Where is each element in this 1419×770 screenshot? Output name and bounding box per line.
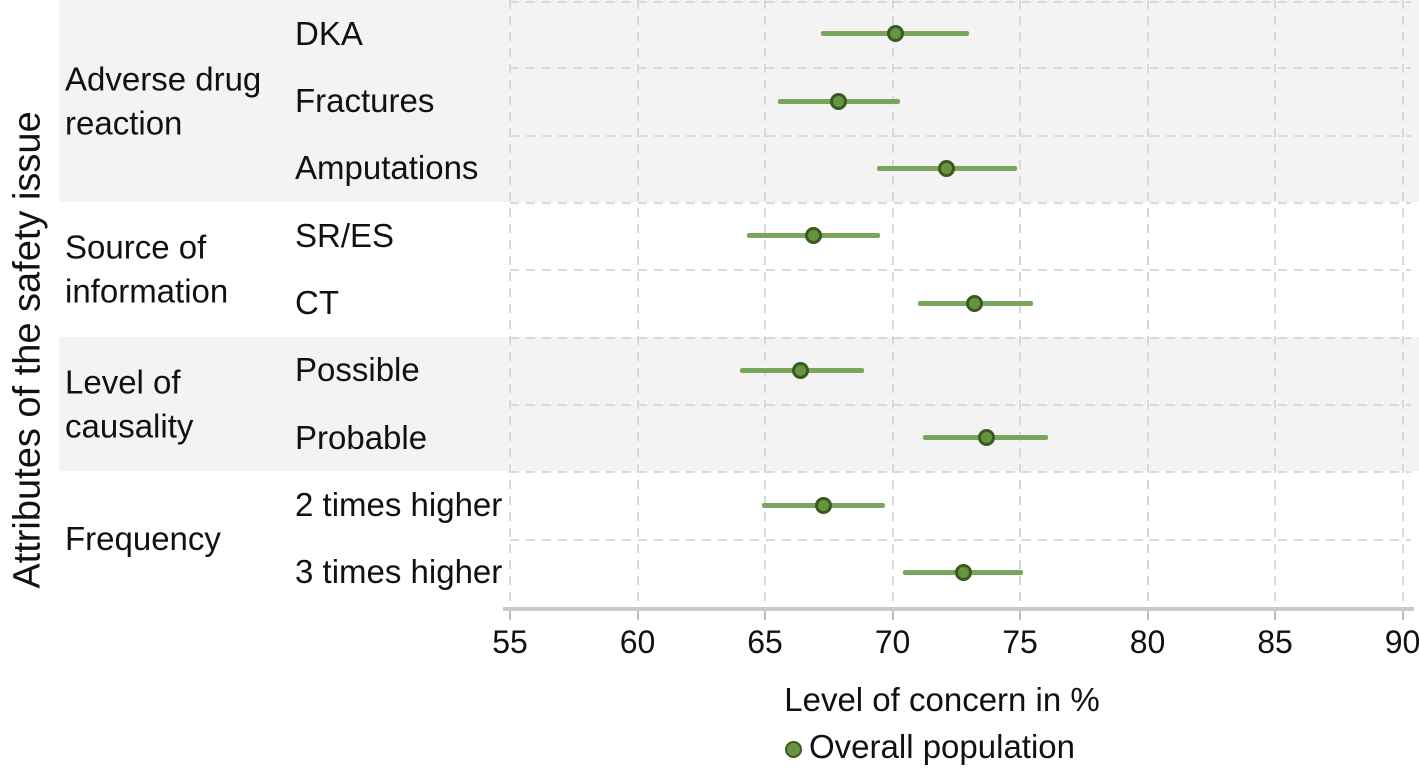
axis-tick-label: 90 <box>1384 624 1419 660</box>
axis-tick <box>1401 611 1404 620</box>
axis-tick <box>891 611 894 620</box>
group-label-2: Level of causality <box>65 360 193 447</box>
axis-tick <box>636 611 639 620</box>
group-label-line: Frequency <box>65 519 221 557</box>
x-axis-title: Level of concern in % <box>784 681 1100 718</box>
gridline-vertical <box>1274 0 1276 606</box>
item-label: DKA <box>295 14 363 52</box>
point-marker <box>815 496 833 514</box>
gridline-horizontal <box>510 67 1411 70</box>
group-label-line: causality <box>65 407 194 444</box>
item-label: SR/ES <box>295 216 395 254</box>
axis-tick-label: 80 <box>1129 624 1166 660</box>
group-band-0 <box>59 0 1419 202</box>
group-label-1: Source of information <box>65 226 228 313</box>
axis-tick <box>1146 611 1149 620</box>
point-marker <box>955 563 973 581</box>
axis-tick <box>509 611 511 620</box>
gridline-vertical <box>1146 0 1149 606</box>
point-marker <box>886 25 904 43</box>
group-band-2 <box>59 336 1419 472</box>
gridline-vertical <box>509 0 511 606</box>
item-label: Probable <box>295 418 428 456</box>
item-label: Amputations <box>295 149 479 187</box>
group-label-0: Adverse drug reaction <box>65 57 261 144</box>
legend-label: Overall population <box>809 728 1075 765</box>
gridline-vertical <box>764 0 766 606</box>
item-label: 3 times higher <box>295 553 503 591</box>
gridline-horizontal <box>510 1 1411 3</box>
point-marker <box>792 361 810 379</box>
axis-tick <box>1019 611 1021 620</box>
point-marker <box>965 294 983 312</box>
group-label-line: Level of <box>65 363 181 401</box>
gridline-horizontal <box>510 336 1411 339</box>
gridline-horizontal <box>510 471 1411 474</box>
point-marker <box>804 227 822 245</box>
point-marker <box>978 429 996 447</box>
axis-tick-label: 85 <box>1257 624 1293 660</box>
legend-marker-icon <box>785 740 802 758</box>
axis-tick <box>1274 611 1276 620</box>
axis-tick-label: 75 <box>1002 624 1038 660</box>
group-label-line: Adverse drug <box>65 60 262 98</box>
gridline-horizontal <box>510 538 1411 541</box>
gridline-vertical <box>636 0 639 606</box>
item-label: 2 times higher <box>295 486 503 523</box>
item-label: Possible <box>295 351 420 389</box>
axis-tick-label: 60 <box>619 624 656 660</box>
axis-tick-label: 55 <box>492 624 528 660</box>
gridline-horizontal <box>510 134 1411 137</box>
gridline-horizontal <box>510 404 1411 406</box>
axis-tick <box>764 611 766 620</box>
point-marker <box>830 92 848 110</box>
gridline-vertical <box>1401 0 1404 606</box>
point-marker <box>937 159 955 177</box>
group-label-line: reaction <box>65 104 183 141</box>
item-label: Fractures <box>295 82 435 119</box>
group-label-3: Frequency <box>65 517 221 561</box>
axis-tick-label: 65 <box>747 624 783 660</box>
y-axis-title: Attributes of the safety issue <box>6 111 49 589</box>
gridline-horizontal <box>510 202 1411 204</box>
gridline-horizontal <box>510 269 1411 272</box>
axis-tick-label: 70 <box>874 624 911 660</box>
x-axis-line <box>503 607 1414 611</box>
item-label: CT <box>295 284 339 321</box>
gridline-vertical <box>891 0 894 606</box>
group-label-line: Source of <box>65 228 207 266</box>
legend: Overall population <box>785 728 1075 766</box>
group-label-line: information <box>65 272 229 310</box>
